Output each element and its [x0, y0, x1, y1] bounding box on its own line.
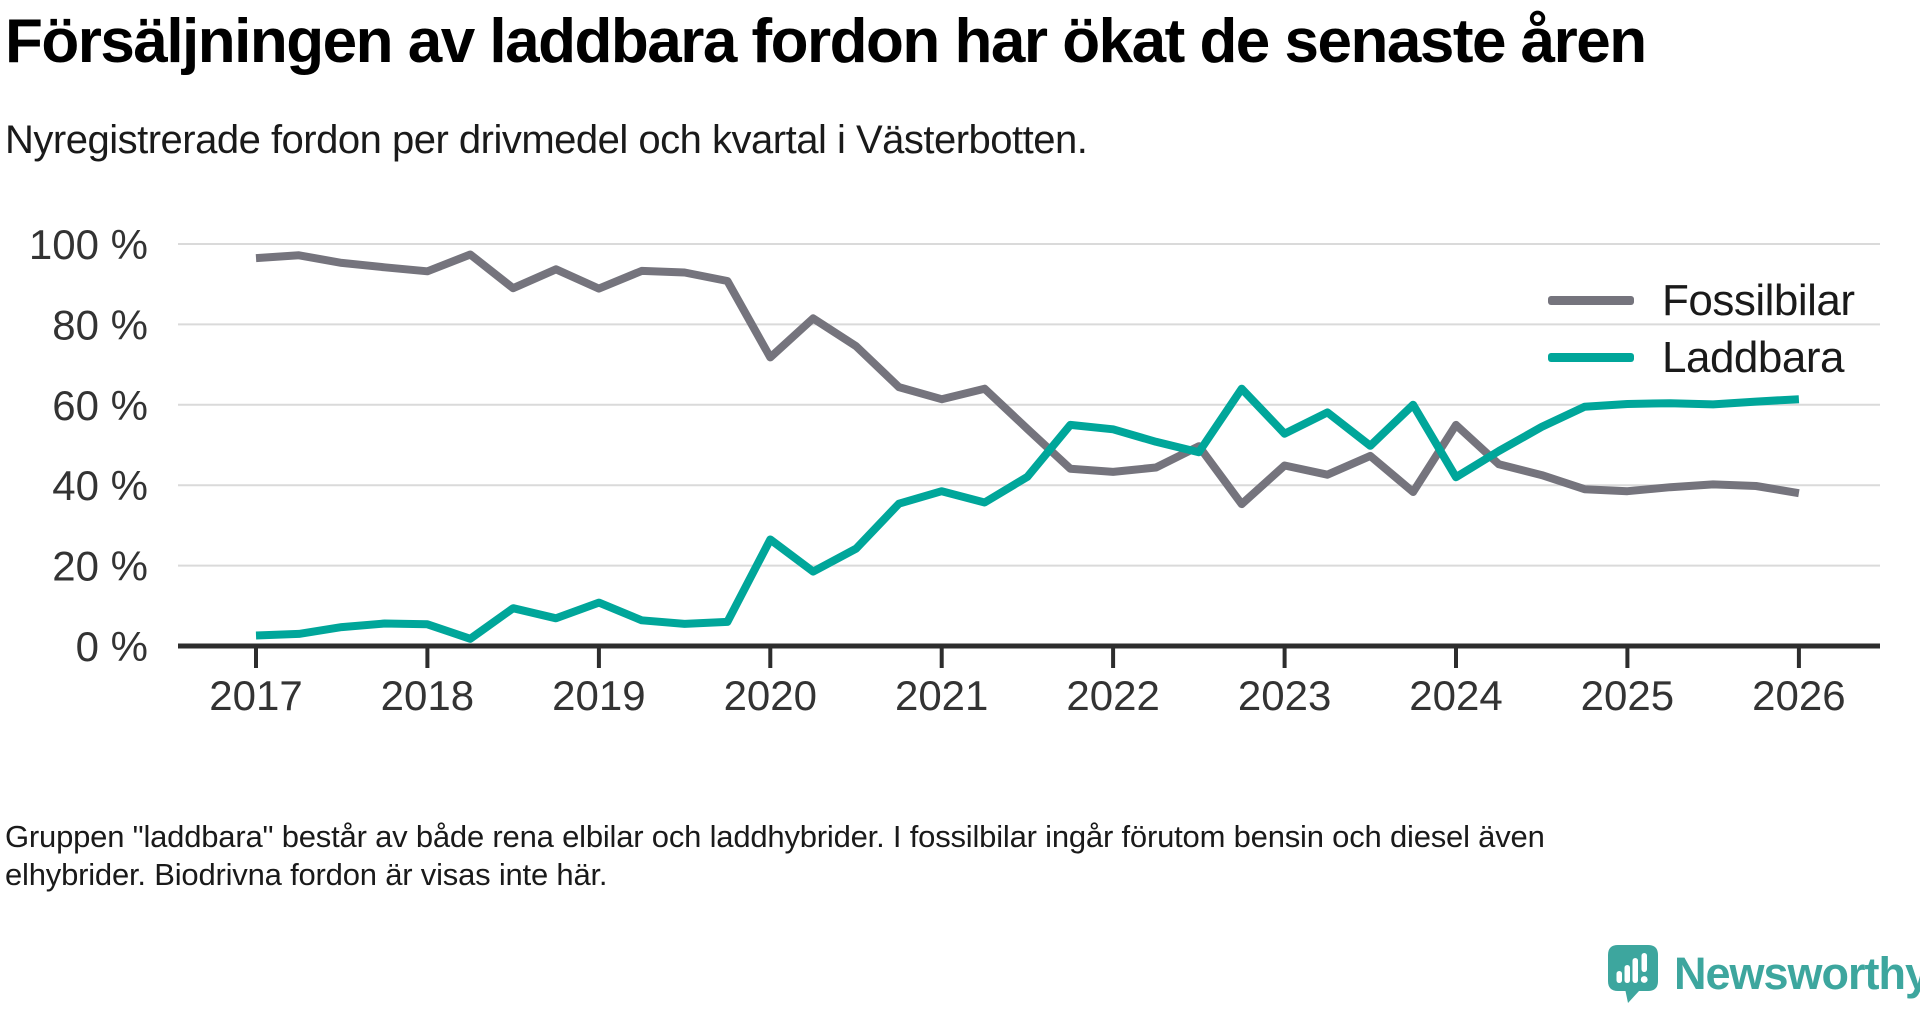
x-tick-label: 2022 — [1066, 672, 1159, 719]
series-line-fossilbilar — [255, 250, 1800, 509]
newsworthy-logo: Newsworthy — [1608, 944, 1920, 1004]
y-tick-label: 20 % — [52, 543, 148, 590]
y-tick-label: 0 % — [76, 623, 148, 670]
x-tick-label: 2026 — [1752, 672, 1845, 719]
x-tick-label: 2024 — [1409, 672, 1502, 719]
y-tick-label: 60 % — [52, 382, 148, 429]
x-tick-label: 2020 — [724, 672, 817, 719]
x-tick-label: 2017 — [209, 672, 302, 719]
chart-legend: Fossilbilar Laddbara — [1548, 272, 1855, 386]
newsworthy-wordmark: Newsworthy — [1674, 948, 1920, 999]
x-tick-label: 2018 — [381, 672, 474, 719]
x-tick-label: 2019 — [552, 672, 645, 719]
chart-subtitle: Nyregistrerade fordon per drivmedel och … — [5, 118, 1088, 162]
legend-label-laddbara: Laddbara — [1662, 332, 1844, 382]
newsworthy-chart-bubble-icon — [1608, 945, 1658, 1003]
legend-swatch-fossilbilar-icon — [1548, 296, 1634, 305]
legend-item-fossilbilar: Fossilbilar — [1548, 272, 1855, 329]
x-tick-label: 2023 — [1238, 672, 1331, 719]
page-title: Försäljningen av laddbara fordon har öka… — [5, 7, 1647, 76]
legend-item-laddbara: Laddbara — [1548, 329, 1855, 386]
legend-label-fossilbilar: Fossilbilar — [1662, 275, 1855, 325]
footnote-line-1: Gruppen "laddbara" består av både rena e… — [5, 819, 1545, 854]
footnote-line-2: elhybrider. Biodrivna fordon är visas in… — [5, 857, 608, 892]
legend-swatch-laddbara-icon — [1548, 353, 1634, 362]
chart-footnote: Gruppen "laddbara" består av både rena e… — [5, 818, 1545, 894]
y-tick-label: 40 % — [52, 462, 148, 509]
x-tick-label: 2021 — [895, 672, 988, 719]
y-tick-label: 80 % — [52, 301, 148, 348]
y-tick-label: 100 % — [29, 221, 148, 268]
series-line-laddbara — [255, 384, 1800, 643]
x-tick-label: 2025 — [1581, 672, 1674, 719]
